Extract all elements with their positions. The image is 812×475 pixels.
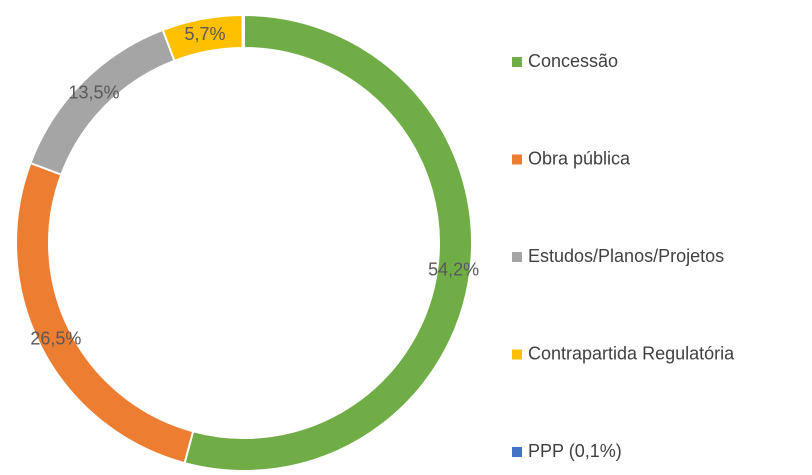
legend-swatch xyxy=(512,447,522,457)
legend-swatch xyxy=(512,57,522,67)
slice xyxy=(183,13,473,472)
legend-label: Concessão xyxy=(528,51,618,71)
legend-label: Estudos/Planos/Projetos xyxy=(528,246,724,266)
slice xyxy=(15,161,195,465)
legend-label: PPP (0,1%) xyxy=(528,441,622,461)
slice xyxy=(241,13,245,50)
data-label: 26,5% xyxy=(30,328,81,348)
legend-swatch xyxy=(512,154,522,165)
legend-swatch xyxy=(512,252,522,262)
legend-swatch xyxy=(512,349,522,360)
data-label: 13,5% xyxy=(68,83,119,103)
legend-label: Obra pública xyxy=(528,148,631,168)
data-label: 54,2% xyxy=(428,260,479,280)
data-label: 5,7% xyxy=(185,24,226,44)
legend-label: Contrapartida Regulatória xyxy=(528,343,735,363)
